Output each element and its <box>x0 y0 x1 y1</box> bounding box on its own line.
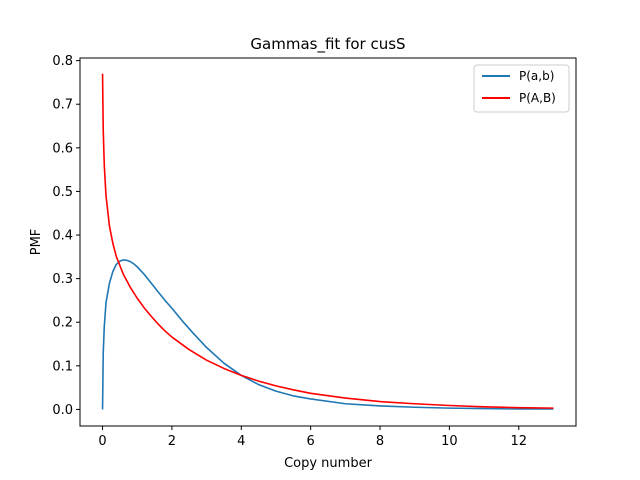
x-tick-label: 8 <box>376 434 384 449</box>
x-tick-label: 4 <box>237 434 245 449</box>
legend: P(a,b) P(A,B) <box>473 64 570 113</box>
y-tick-label: 0.8 <box>52 54 73 69</box>
legend-label-pAB: P(A,B) <box>519 91 556 105</box>
legend-label-pab: P(a,b) <box>519 69 554 83</box>
x-axis-label: Copy number <box>284 456 373 471</box>
y-tick-label: 0.1 <box>52 359 73 374</box>
x-tick-label: 0 <box>98 434 106 449</box>
x-tick-label: 10 <box>441 434 458 449</box>
y-tick-label: 0.7 <box>52 98 73 113</box>
series-layer <box>101 73 554 410</box>
y-tick-label: 0.5 <box>52 185 73 200</box>
x-axis-ticks: 0 2 4 6 8 10 12 <box>98 426 527 449</box>
y-axis-label: PMF <box>29 229 44 256</box>
x-tick-label: 6 <box>307 434 315 449</box>
y-tick-label: 0.6 <box>52 141 73 156</box>
chart-title: Gammas_fit for cusS <box>250 35 405 54</box>
y-tick-label: 0.0 <box>52 403 73 418</box>
y-tick-label: 0.4 <box>52 229 73 244</box>
plot-area: 0 2 4 6 8 10 12 0.0 0.1 0.2 0.3 0.4 0.5 0.6 0.7 0.8 <box>52 54 577 449</box>
y-axis-ticks: 0.0 0.1 0.2 0.3 0.4 0.5 0.6 0.7 0.8 <box>52 54 80 418</box>
axes-frame <box>79 57 577 427</box>
x-tick-label: 2 <box>168 434 176 449</box>
y-tick-label: 0.3 <box>52 272 73 287</box>
x-tick-label: 12 <box>510 434 527 449</box>
y-tick-label: 0.2 <box>52 316 73 331</box>
series-line-0 <box>101 259 554 410</box>
series-line-1 <box>101 73 554 409</box>
